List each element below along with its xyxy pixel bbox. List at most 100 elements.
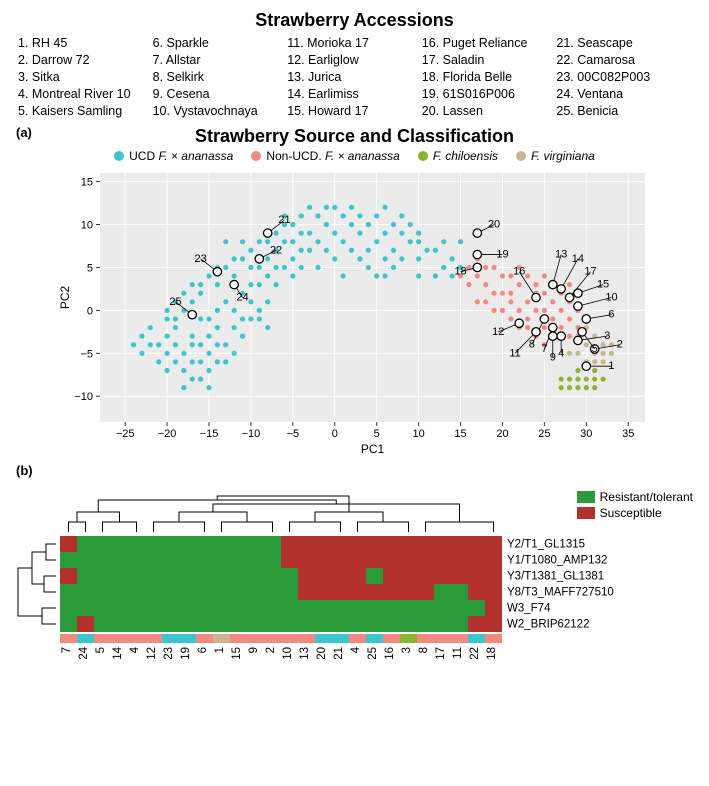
- accession-item: 20. Lassen: [422, 103, 557, 120]
- legend-item: F. virginiana: [516, 149, 595, 163]
- scatter-title: Strawberry Source and Classification: [10, 126, 699, 147]
- svg-text:PC2: PC2: [58, 286, 72, 310]
- svg-text:17: 17: [584, 266, 596, 278]
- svg-text:0: 0: [86, 306, 92, 318]
- svg-text:19: 19: [496, 249, 508, 261]
- svg-text:−10: −10: [241, 428, 260, 440]
- svg-text:18: 18: [486, 647, 498, 660]
- svg-text:16: 16: [384, 647, 396, 660]
- accession-item: 14. Earlimiss: [287, 86, 422, 103]
- accession-item: 19. 61S016P006: [422, 86, 557, 103]
- svg-text:−20: −20: [157, 428, 176, 440]
- accession-item: 13. Jurica: [287, 69, 422, 86]
- svg-text:Y2/T1_GL1315: Y2/T1_GL1315: [507, 539, 585, 551]
- svg-text:13: 13: [555, 249, 567, 261]
- svg-text:1: 1: [608, 361, 614, 373]
- svg-text:2: 2: [616, 339, 622, 351]
- accession-item: 16. Puget Reliance: [422, 35, 557, 52]
- svg-text:1: 1: [214, 647, 226, 653]
- svg-text:15: 15: [596, 279, 608, 291]
- accession-item: 17. Saladin: [422, 52, 557, 69]
- svg-text:W2_BRIP62122: W2_BRIP62122: [507, 619, 589, 631]
- scatter-legend: UCD F. × ananassa Non-UCD. F. × ananassa F…: [10, 149, 699, 163]
- svg-text:22: 22: [469, 647, 481, 660]
- svg-text:14: 14: [571, 253, 583, 265]
- svg-text:2: 2: [265, 647, 277, 653]
- accession-item: 15. Howard 17: [287, 103, 422, 120]
- svg-text:PC1: PC1: [360, 442, 384, 456]
- svg-text:−10: −10: [74, 392, 93, 404]
- svg-text:10: 10: [605, 292, 617, 304]
- svg-text:11: 11: [509, 348, 520, 360]
- svg-text:W3_F74: W3_F74: [507, 603, 551, 615]
- scatter-plot: 1234567891011121314151617181920212223242…: [55, 167, 655, 457]
- svg-text:24: 24: [78, 647, 90, 660]
- svg-text:20: 20: [316, 647, 328, 660]
- legend-item: F. chiloensis: [418, 149, 498, 163]
- svg-text:10: 10: [412, 428, 424, 440]
- svg-text:−15: −15: [199, 428, 218, 440]
- svg-text:9: 9: [549, 352, 555, 364]
- svg-text:5: 5: [95, 647, 107, 653]
- svg-text:20: 20: [496, 428, 508, 440]
- accession-item: 5. Kaisers Samling: [18, 103, 153, 120]
- accession-item: 25. Benicia: [556, 103, 691, 120]
- svg-text:17: 17: [435, 647, 447, 660]
- legend-dot-icon: [418, 151, 428, 161]
- svg-text:6: 6: [197, 647, 209, 653]
- svg-text:3: 3: [401, 647, 413, 653]
- svg-text:5: 5: [591, 343, 597, 355]
- svg-text:6: 6: [608, 309, 614, 321]
- svg-text:8: 8: [418, 647, 430, 653]
- svg-text:7: 7: [541, 343, 547, 355]
- accession-item: 4. Montreal River 10: [18, 86, 153, 103]
- svg-text:20: 20: [487, 219, 499, 231]
- accessions-table: 1. RH 452. Darrow 723. Sitka4. Montreal …: [10, 35, 699, 119]
- accession-item: 9. Cesena: [153, 86, 288, 103]
- svg-text:4: 4: [558, 348, 564, 360]
- legend-label: F. chiloensis: [433, 149, 498, 163]
- svg-text:15: 15: [231, 647, 243, 660]
- svg-text:11: 11: [452, 647, 464, 659]
- accession-item: 11. Morioka 17: [287, 35, 422, 52]
- svg-text:16: 16: [513, 266, 525, 278]
- svg-text:−5: −5: [80, 349, 93, 361]
- legend-label: UCD F. × ananassa: [129, 149, 233, 163]
- accession-item: 3. Sitka: [18, 69, 153, 86]
- svg-text:Y1/T1080_AMP132: Y1/T1080_AMP132: [507, 555, 607, 567]
- accession-item: 2. Darrow 72: [18, 52, 153, 69]
- svg-text:19: 19: [180, 647, 192, 660]
- svg-text:4: 4: [350, 647, 362, 654]
- svg-text:25: 25: [538, 428, 550, 440]
- svg-text:7: 7: [61, 647, 73, 653]
- accession-item: 8. Selkirk: [153, 69, 288, 86]
- svg-text:23: 23: [163, 647, 175, 660]
- legend-dot-icon: [516, 151, 526, 161]
- svg-text:3: 3: [604, 331, 610, 343]
- legend-label: F. virginiana: [531, 149, 595, 163]
- svg-text:−5: −5: [286, 428, 299, 440]
- accession-item: 21. Seascape: [556, 35, 691, 52]
- accession-item: 18. Florida Belle: [422, 69, 557, 86]
- accession-item: 23. 00C082P003: [556, 69, 691, 86]
- svg-text:15: 15: [454, 428, 466, 440]
- svg-text:5: 5: [373, 428, 379, 440]
- svg-text:21: 21: [278, 215, 290, 227]
- accession-item: 24. Ventana: [556, 86, 691, 103]
- legend-item: UCD F. × ananassa: [114, 149, 233, 163]
- legend-dot-icon: [114, 151, 124, 161]
- accessions-title: Strawberry Accessions: [10, 10, 699, 31]
- svg-text:30: 30: [580, 428, 592, 440]
- legend-label: Non-UCD. F. × ananassa: [266, 149, 400, 163]
- svg-text:5: 5: [86, 263, 92, 275]
- svg-text:15: 15: [80, 177, 92, 189]
- heatmap: Y2/T1_GL1315 Y1/T1080_AMP132 Y3/T1381_GL13…: [10, 492, 700, 712]
- svg-text:25: 25: [367, 647, 379, 660]
- legend-item: Non-UCD. F. × ananassa: [251, 149, 400, 163]
- svg-text:4: 4: [129, 647, 141, 654]
- svg-text:12: 12: [492, 326, 504, 338]
- svg-text:9: 9: [248, 647, 260, 653]
- svg-text:12: 12: [146, 647, 158, 660]
- svg-text:Y3/T1381_GL1381: Y3/T1381_GL1381: [507, 571, 604, 583]
- svg-text:13: 13: [299, 647, 311, 660]
